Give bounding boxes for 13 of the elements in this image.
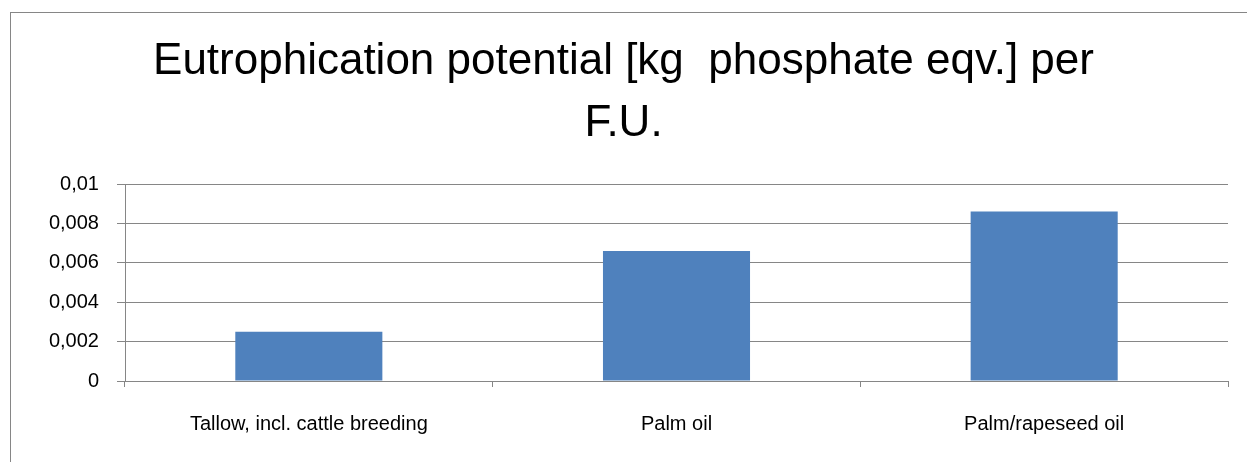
- y-tick-label: 0,004: [48, 289, 99, 312]
- bar: [235, 331, 383, 381]
- x-tick-label: Palm/rapeseed oil: [964, 411, 1125, 434]
- chart-title: Eutrophication potential [kg phosphate eqv.] per F.U.: [152, 33, 1095, 147]
- y-tick-label: 0,002: [48, 329, 99, 352]
- y-tick-label: 0,008: [48, 210, 99, 233]
- y-tick-label: 0,01: [60, 171, 99, 194]
- x-tick-label: Palm oil: [640, 411, 713, 434]
- bar: [970, 211, 1118, 381]
- bar: [602, 250, 751, 381]
- y-tick-label: 0: [87, 368, 99, 391]
- y-tick-label: 0,006: [48, 250, 99, 273]
- x-tick-label: Tallow, incl. cattle breeding: [189, 411, 428, 434]
